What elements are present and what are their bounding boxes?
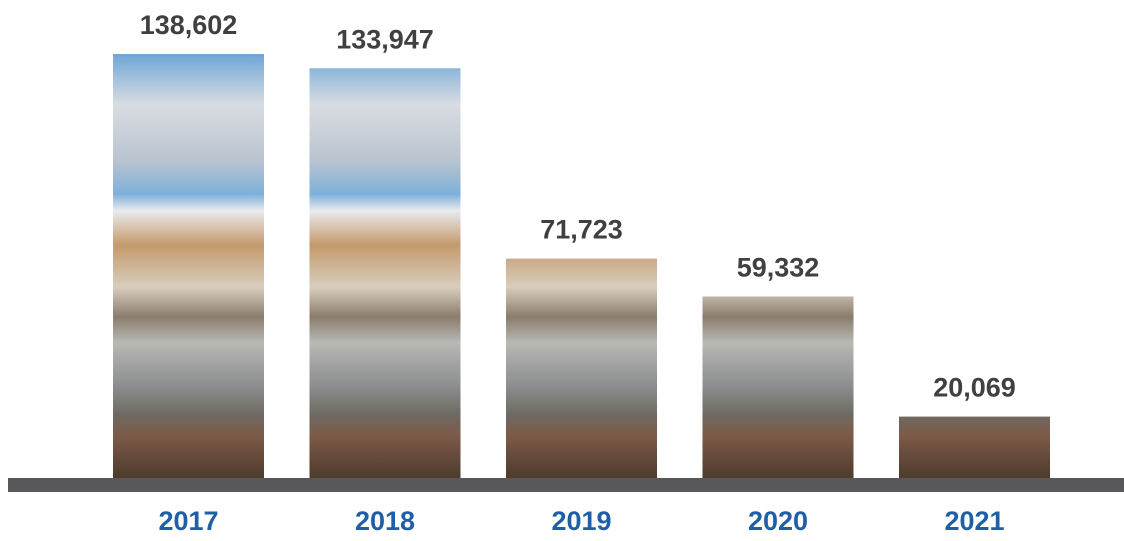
value-label: 71,723 [540, 215, 623, 245]
bar [113, 53, 264, 479]
x-tick-label: 2018 [355, 506, 415, 536]
value-label: 138,602 [140, 10, 238, 40]
value-label: 59,332 [737, 253, 820, 283]
x-tick-label: 2017 [158, 506, 218, 536]
bar [899, 416, 1050, 478]
x-tick-label: 2019 [551, 506, 611, 536]
bar [506, 258, 657, 478]
value-label: 20,069 [933, 373, 1016, 403]
baseline [8, 478, 1124, 492]
x-tick-label: 2021 [944, 506, 1004, 536]
x-tick-label: 2020 [748, 506, 808, 536]
bar [309, 68, 461, 478]
bar [702, 296, 854, 478]
value-label: 133,947 [336, 24, 434, 54]
